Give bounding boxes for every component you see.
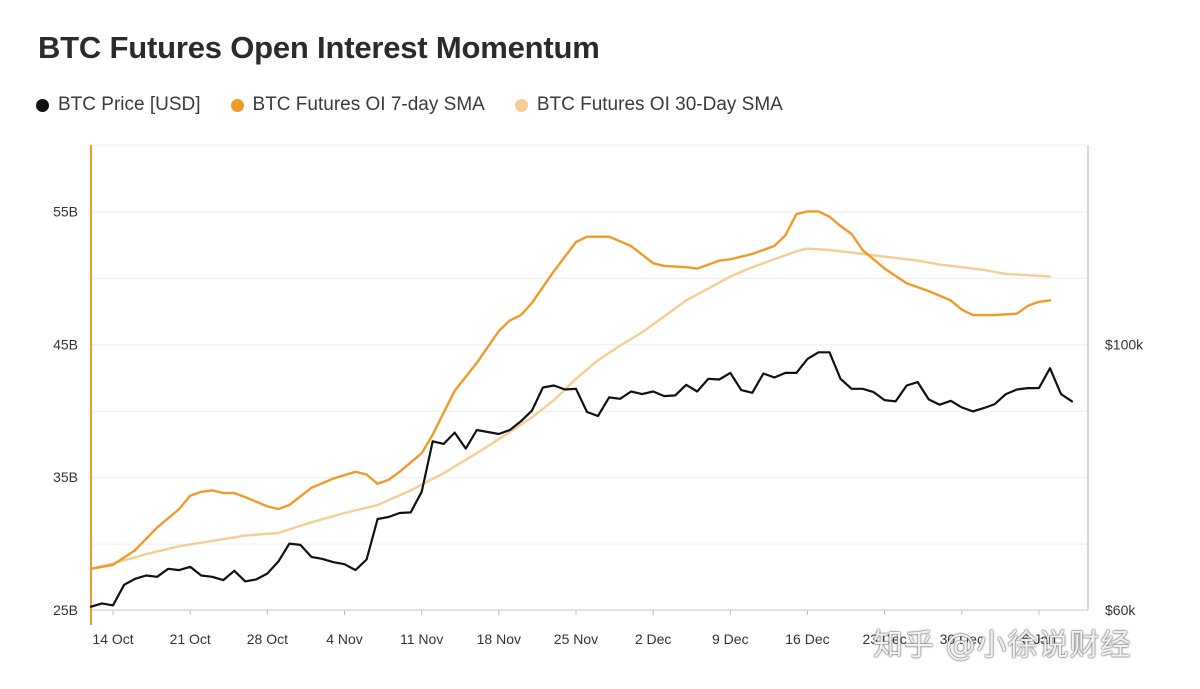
legend-label-oi-7day: BTC Futures OI 7-day SMA <box>252 94 485 115</box>
watermark: 知乎 @小徐说财经 <box>873 628 1132 663</box>
x-tick-label: 25 Nov <box>554 631 598 647</box>
chart-legend: BTC Price [USD] BTC Futures OI 7-day SMA… <box>36 94 783 116</box>
x-tick-label: 18 Nov <box>477 631 521 647</box>
x-tick-label: 16 Dec <box>785 631 829 647</box>
x-tick-label: 14 Oct <box>92 631 133 647</box>
x-tick-label: 9 Dec <box>712 631 749 647</box>
y-left-tick-label: 55B <box>53 203 78 219</box>
y-right-tick-label: $60k <box>1105 602 1136 618</box>
x-tick-label: 21 Oct <box>170 631 211 647</box>
x-tick-label: 6 Jan <box>1022 631 1056 647</box>
x-tick-label: 11 Nov <box>400 631 443 647</box>
legend-dot-btc-price <box>36 98 49 112</box>
btc-futures-oi-30-day-sma-line <box>89 247 1052 570</box>
legend-dot-oi-7day <box>230 98 244 112</box>
chart-title: BTC Futures Open Interest Momentum <box>38 30 600 65</box>
btc-futures-oi-7-day-sma-line <box>89 210 1052 570</box>
legend-label-btc-price: BTC Price [USD] <box>58 94 201 115</box>
x-tick-label: 2 Dec <box>635 631 672 647</box>
x-tick-label: 23 Dec <box>862 631 906 647</box>
x-tick-label: 4 Nov <box>326 631 363 647</box>
y-left-tick-label: 35B <box>53 469 78 485</box>
legend-label-oi-30day: BTC Futures OI 30-Day SMA <box>536 94 783 115</box>
y-left-tick-label: 45B <box>53 336 78 352</box>
x-tick-label: 30 Dec <box>940 631 984 647</box>
legend-item-btc-price[interactable]: BTC Price [USD] <box>36 94 201 116</box>
legend-dot-oi-30day <box>514 98 528 112</box>
y-right-tick-label: $100k <box>1105 336 1144 352</box>
legend-item-oi-30day[interactable]: BTC Futures OI 30-Day SMA <box>514 94 783 116</box>
legend-item-oi-7day[interactable]: BTC Futures OI 7-day SMA <box>230 94 485 116</box>
y-left-tick-label: 25B <box>53 602 78 618</box>
x-tick-label: 28 Oct <box>247 631 288 647</box>
btc-price-usd-line <box>89 351 1074 608</box>
